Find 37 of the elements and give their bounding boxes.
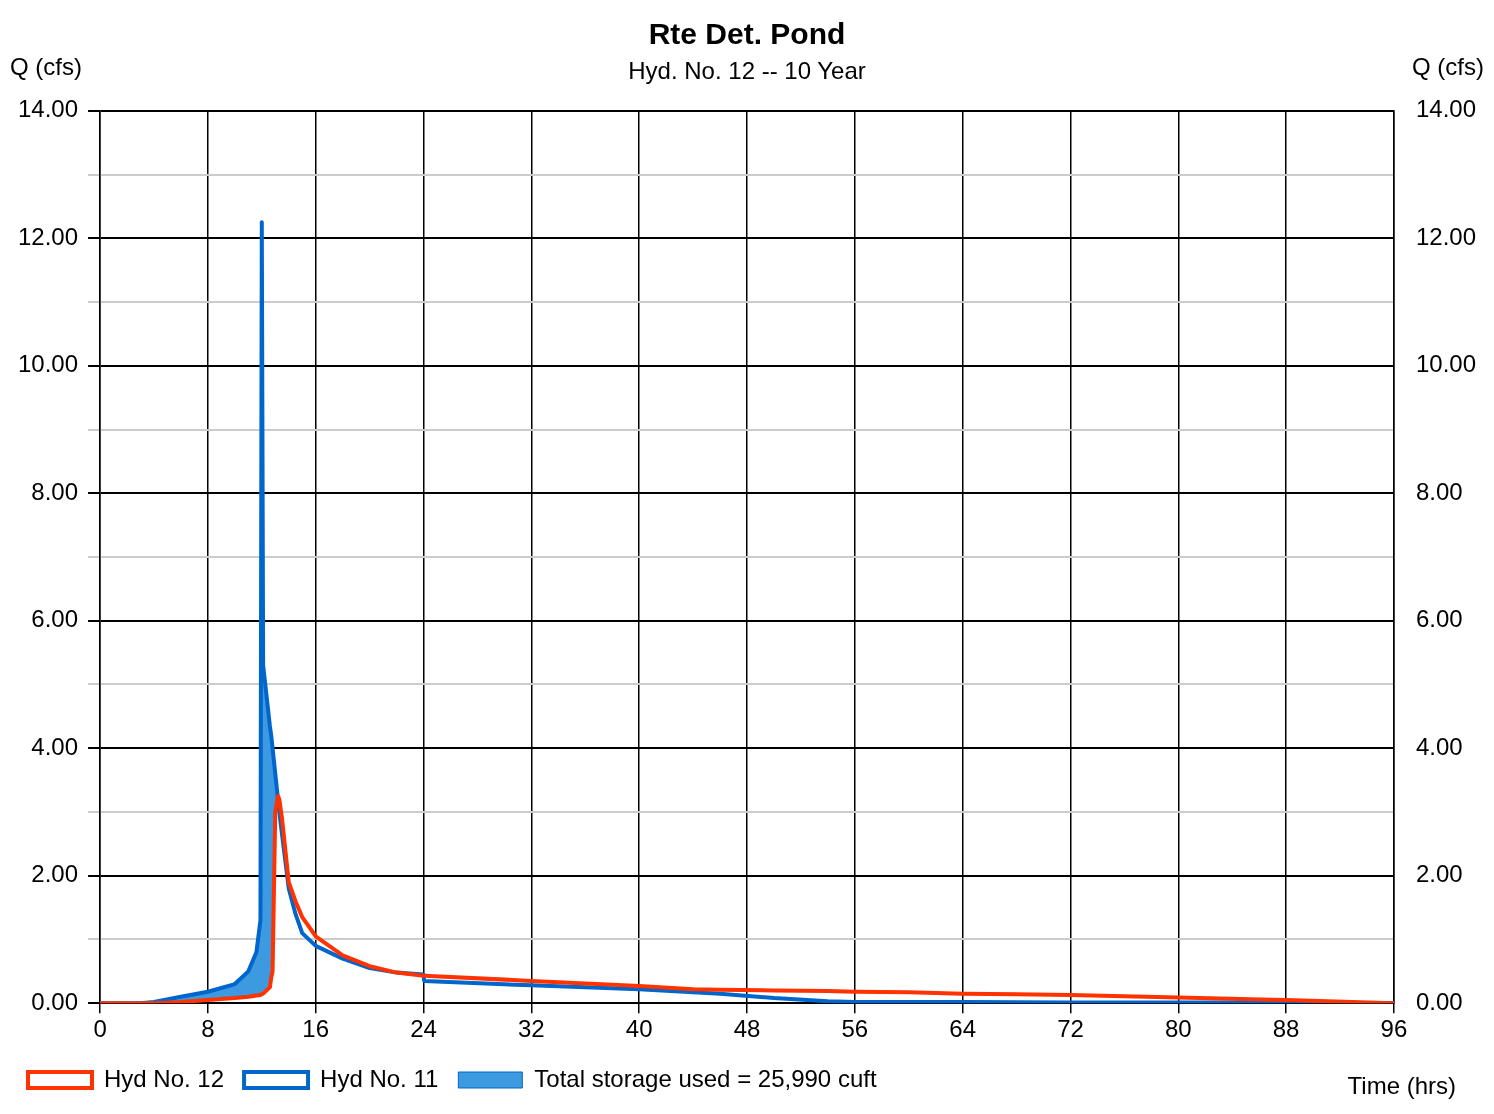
x-tick-label: 0 <box>93 1015 107 1043</box>
legend-label: Hyd No. 11 <box>320 1064 439 1092</box>
y-tick-label: 6.00 <box>31 605 79 633</box>
y2-tick-label: 10.00 <box>1415 350 1476 378</box>
x-tick-label: 48 <box>733 1015 761 1043</box>
y-tick-label: 2.00 <box>31 860 79 888</box>
chart-subtitle: Hyd. No. 12 -- 10 Year <box>628 57 866 85</box>
y2-tick-label: 8.00 <box>1415 477 1463 505</box>
x-tick-label: 56 <box>841 1015 869 1043</box>
y-axis-title: Q (cfs) <box>10 52 82 80</box>
y-tick-label: 4.00 <box>31 732 79 760</box>
y-tick-label: 8.00 <box>31 477 79 505</box>
x-tick-label: 32 <box>518 1015 545 1043</box>
x-axis-title: Time (hrs) <box>1347 1071 1456 1099</box>
x-tick-label: 24 <box>410 1015 437 1043</box>
y2-tick-label: 4.00 <box>1415 732 1463 760</box>
y2-axis-title: Q (cfs) <box>1412 52 1484 80</box>
x-tick-label: 16 <box>302 1015 330 1043</box>
y-tick-label: 12.00 <box>18 222 79 250</box>
y2-tick-label: 12.00 <box>1415 222 1476 250</box>
x-tick-label: 80 <box>1164 1015 1192 1043</box>
y2-tick-label: 0.00 <box>1415 987 1463 1015</box>
y2-tick-label: 14.00 <box>1415 95 1476 123</box>
x-tick-label: 40 <box>625 1015 653 1043</box>
text: Total storage used = 25,990 cuft <box>534 1064 877 1092</box>
x-tick-label: 96 <box>1380 1015 1408 1043</box>
y-tick-label: 10.00 <box>18 350 79 378</box>
y-tick-label: 0.00 <box>31 987 79 1015</box>
y2-tick-label: 2.00 <box>1415 860 1463 888</box>
x-tick-label: 8 <box>201 1015 215 1043</box>
x-tick-label: 64 <box>949 1015 976 1043</box>
y-tick-label: 14.00 <box>18 95 79 123</box>
chart-title: Rte Det. Pond <box>648 17 846 51</box>
x-tick-label: 88 <box>1272 1015 1300 1043</box>
y2-tick-label: 6.00 <box>1415 605 1463 633</box>
legend-label: Hyd No. 12 <box>104 1064 225 1092</box>
x-tick-label: 72 <box>1057 1015 1084 1043</box>
